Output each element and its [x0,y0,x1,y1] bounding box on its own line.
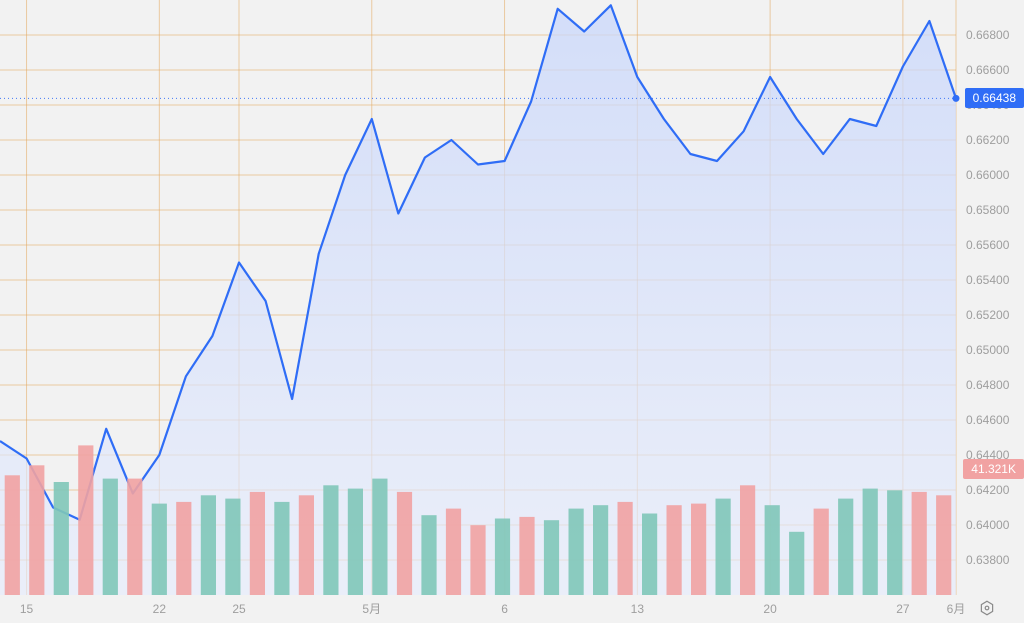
svg-text:0.64800: 0.64800 [966,378,1010,392]
current-price-badge: 0.66438 [965,88,1024,108]
chart-svg: 0.638000.640000.642000.644000.646000.648… [0,0,1024,623]
svg-text:0.65200: 0.65200 [966,308,1010,322]
svg-text:0.66600: 0.66600 [966,63,1010,77]
svg-text:0.66000: 0.66000 [966,168,1010,182]
svg-text:0.64000: 0.64000 [966,518,1010,532]
svg-text:6月: 6月 [947,602,966,616]
svg-text:0.64600: 0.64600 [966,413,1010,427]
svg-text:22: 22 [153,602,167,616]
svg-text:0.66800: 0.66800 [966,28,1010,42]
svg-text:25: 25 [232,602,246,616]
svg-text:6: 6 [501,602,508,616]
svg-text:13: 13 [631,602,645,616]
price-chart[interactable]: 0.638000.640000.642000.644000.646000.648… [0,0,1024,623]
settings-icon[interactable] [978,599,996,617]
svg-text:5月: 5月 [362,602,381,616]
svg-text:20: 20 [763,602,777,616]
svg-text:0.65000: 0.65000 [966,343,1010,357]
svg-text:0.63800: 0.63800 [966,553,1010,567]
svg-text:0.65600: 0.65600 [966,238,1010,252]
svg-text:0.64200: 0.64200 [966,483,1010,497]
svg-text:15: 15 [20,602,34,616]
svg-text:27: 27 [896,602,910,616]
volume-badge: 41.321K [963,459,1024,479]
svg-text:0.65400: 0.65400 [966,273,1010,287]
svg-text:0.66200: 0.66200 [966,133,1010,147]
svg-text:0.65800: 0.65800 [966,203,1010,217]
